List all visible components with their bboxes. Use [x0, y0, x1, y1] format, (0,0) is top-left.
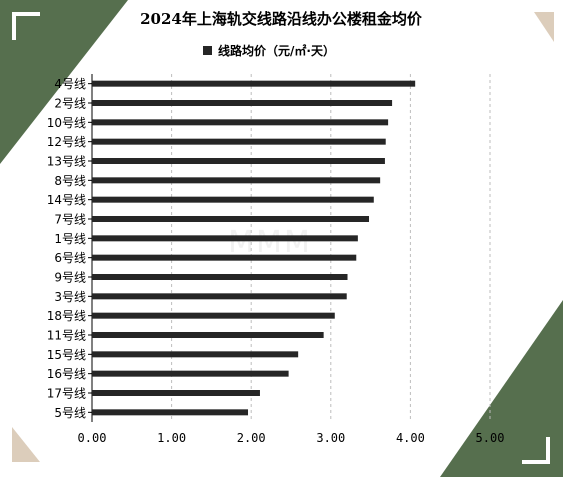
bar-9号线 [92, 274, 348, 280]
x-tick-label: 2.00 [237, 431, 266, 445]
y-category-label: 2号线 [54, 97, 86, 111]
bar-1号线 [92, 235, 358, 242]
y-category-label: 11号线 [47, 329, 86, 343]
bar-8号线 [92, 177, 381, 184]
chart-title: 2024年上海轨交线路沿线办公楼租金均价 [140, 10, 423, 28]
y-category-label: 14号线 [47, 193, 86, 207]
y-axis-categories: 4号线 2号线 10号线 12号线 13号线 8号线 14号线 7号线 1号线 6号线 9号线 3号线… [47, 77, 92, 420]
x-tick-label: 4.00 [396, 431, 425, 445]
y-category-label: 16号线 [47, 367, 86, 381]
y-category-label: 18号线 [47, 309, 86, 323]
top-left-green-triangle [0, 0, 128, 164]
x-tick-label: 1.00 [157, 431, 186, 445]
bar-7号线 [92, 216, 370, 222]
legend-label: 线路均价（元/㎡·天） [218, 43, 335, 58]
x-axis-ticks: 0.00 1.00 2.00 3.00 4.00 5.00 [78, 431, 505, 445]
y-category-label: 5号线 [54, 406, 86, 420]
x-tick-label: 3.00 [316, 431, 345, 445]
y-category-label: 17号线 [47, 387, 86, 401]
bar-5号线 [92, 409, 249, 416]
legend-swatch [203, 46, 212, 55]
bar-16号线 [92, 370, 289, 377]
bar-4号线 [92, 80, 416, 87]
y-category-label: 15号线 [47, 348, 86, 362]
y-category-label: 12号线 [47, 135, 86, 149]
watermark-text: MMM [228, 225, 312, 260]
bar-11号线 [92, 332, 324, 338]
top-left-bracket-icon [12, 12, 40, 40]
bar-18号线 [92, 312, 335, 319]
y-category-label: 10号线 [47, 116, 86, 130]
bar-6号线 [92, 254, 357, 261]
bar-3号线 [92, 293, 347, 300]
bar-13号线 [92, 158, 385, 164]
y-category-label: 9号线 [54, 271, 86, 285]
bar-12号线 [92, 138, 386, 145]
bar-17号线 [92, 390, 260, 396]
y-category-label: 7号线 [54, 213, 86, 227]
bar-14号线 [92, 196, 374, 203]
grid-lines [91, 74, 491, 422]
bar-15号线 [92, 351, 299, 358]
bars [92, 80, 416, 416]
y-category-label: 1号线 [54, 232, 86, 246]
bottom-left-beige-triangle [12, 427, 40, 462]
y-category-label: 8号线 [54, 174, 86, 188]
bottom-right-bracket-icon [522, 437, 550, 464]
x-tick-label: 5.00 [476, 431, 505, 445]
bar-10号线 [92, 119, 389, 126]
bottom-right-green-triangle [440, 300, 563, 477]
y-category-label: 13号线 [47, 155, 86, 169]
y-category-label: 4号线 [54, 77, 86, 91]
y-category-label: 3号线 [54, 290, 86, 304]
bar-2号线 [92, 100, 393, 106]
y-category-label: 6号线 [54, 251, 86, 265]
top-right-beige-triangle [534, 12, 554, 42]
x-tick-label: 0.00 [78, 431, 107, 445]
